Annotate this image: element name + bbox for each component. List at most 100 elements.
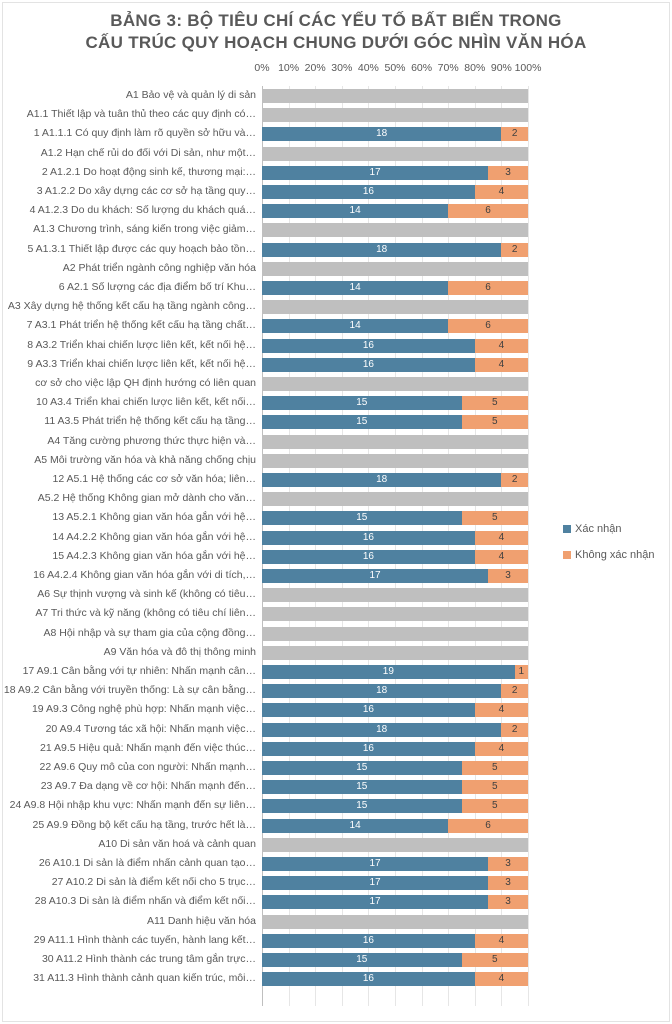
x-tick-label: 50% (384, 62, 406, 74)
category-label: 15 A4.2.3 Không gian văn hóa gắn với hệ… (52, 549, 256, 562)
bar-not-confirmed: 3 (488, 569, 528, 583)
data-label: 18 (376, 685, 388, 697)
category-label: A11 Danh hiệu văn hóa (147, 914, 256, 927)
criterion-row: 25 A9.9 Đồng bộ kết cấu hạ tầng, trước h… (0, 816, 672, 835)
data-label: 4 (498, 934, 505, 946)
data-label: 2 (511, 128, 518, 140)
data-label: 5 (491, 800, 498, 812)
bar-not-confirmed: 4 (474, 933, 528, 948)
criterion-row: 12 A5.1 Hệ thống các cơ sở văn hóa; liên… (0, 470, 672, 489)
bar-confirmed: 18 (262, 722, 502, 737)
data-label: 15 (356, 762, 368, 773)
category-label: 18 A9.2 Cân bằng với truyền thống: Là sự… (3, 684, 256, 697)
data-label: 16 (362, 934, 374, 946)
data-label: 6 (485, 282, 491, 293)
bar-not-confirmed: 2 (501, 242, 528, 257)
criterion-row: 27 A10.2 Di sản là điểm kết nối cho 5 tr… (0, 873, 672, 892)
x-tick-label: 90% (490, 62, 512, 74)
criterion-row: 5 A1.3.1 Thiết lập được các quy hoạch bả… (0, 240, 672, 259)
data-label: 18 (376, 474, 388, 485)
category-label: A5.2 Hệ thống Không gian mở dành cho văn… (37, 492, 256, 505)
bar-not-confirmed: 1 (514, 665, 528, 679)
category-label: 14 A4.2.2 Không gian văn hóa gắn với hệ… (52, 530, 256, 543)
bar-confirmed: 15 (262, 953, 462, 967)
data-label: 17 (369, 896, 381, 908)
data-label: 2 (511, 685, 518, 697)
data-label: 15 (356, 800, 368, 812)
x-tick-label: 100% (514, 62, 542, 74)
category-label: 22 A9.6 Quy mô của con người: Nhấn mạnh… (39, 761, 256, 773)
data-label: 4 (498, 186, 505, 197)
category-label: 24 A9.8 Hội nhập khu vực: Nhấn mạnh đến … (9, 799, 256, 812)
bar-not-confirmed: 4 (474, 530, 528, 545)
category-header-row: A3 Xây dựng hệ thống kết cấu hạ tầng ngà… (0, 297, 672, 316)
criterion-row: 30 A11.2 Hình thành các trung tâm gắn tr… (0, 950, 672, 969)
bar-confirmed: 16 (262, 338, 475, 353)
category-label: 16 A4.2.4 Không gian văn hóa gắn với di … (33, 569, 256, 581)
gridline (341, 86, 343, 1006)
criterion-row: 10 A3.4 Triển khai chiến lược liên kết, … (0, 393, 672, 412)
criterion-row: 20 A9.4 Tương tác xã hội: Nhấn mạnh việc… (0, 720, 672, 739)
bar-not-confirmed: 2 (501, 722, 528, 737)
data-label: 1 (518, 666, 525, 677)
category-label: A7 Tri thức và kỹ năng (không có tiêu ch… (35, 607, 256, 620)
category-header-row: A5 Môi trường văn hóa và khả năng chống … (0, 451, 672, 470)
x-tick-label: 20% (304, 62, 326, 74)
data-label: 17 (369, 877, 381, 889)
criterion-row: 6 A2.1 Số lượng các địa điểm bố trí Khu…… (0, 278, 672, 297)
data-label: 16 (362, 550, 374, 562)
bar-confirmed: 15 (262, 511, 462, 526)
category-label: cơ sở cho việc lập QH định hướng có liên… (35, 377, 256, 389)
category-header-row: A1.3 Chương trình, sáng kiến trong việc … (0, 220, 672, 239)
data-label: 14 (349, 320, 361, 332)
category-label: 31 A11.3 Hình thành cảnh quan kiến trúc,… (33, 972, 256, 985)
data-label: 6 (485, 205, 491, 217)
criterion-row: 17 A9.1 Cân bằng với tự nhiên: Nhấn mạnh… (0, 662, 672, 681)
bar-confirmed: 17 (262, 857, 489, 871)
bar-not-confirmed: 4 (474, 357, 528, 372)
data-label: 19 (382, 666, 394, 677)
data-label: 16 (362, 531, 374, 543)
header-bar (262, 626, 528, 641)
header-bar (262, 146, 528, 161)
header-bar (262, 108, 528, 123)
bar-confirmed: 16 (262, 933, 475, 948)
bar-confirmed: 15 (262, 761, 462, 775)
category-header-row: A10 Di sản văn hoá và cảnh quan (0, 835, 672, 854)
gridline (421, 86, 423, 1006)
bar-confirmed: 15 (262, 780, 462, 795)
data-label: 16 (362, 358, 374, 370)
criterion-row: 14 A4.2.2 Không gian văn hóa gắn với hệ…… (0, 528, 672, 547)
bar-confirmed: 16 (262, 357, 475, 372)
criterion-row: 22 A9.6 Quy mô của con người: Nhấn mạnh…… (0, 758, 672, 777)
bar-not-confirmed: 4 (474, 741, 528, 756)
category-label: A4 Tăng cường phương thức thực hiện và… (47, 434, 256, 447)
criterion-row: 31 A11.3 Hình thành cảnh quan kiến trúc,… (0, 969, 672, 988)
bar-not-confirmed: 6 (448, 281, 528, 295)
x-tick-label: 0% (254, 62, 270, 74)
category-label: 29 A11.1 Hình thành các tuyến, hành lang… (33, 933, 256, 946)
plot-area (262, 86, 529, 1006)
criterion-row: 4 A1.2.3 Do du khách: Số lượng du khách … (0, 201, 672, 220)
category-label: A8 Hội nhập và sự tham gia của cộng đồng… (43, 626, 257, 639)
data-label: 5 (491, 781, 498, 793)
criterion-row: 29 A11.1 Hình thành các tuyến, hành lang… (0, 931, 672, 950)
legend-item-confirmed: Xác nhận (563, 516, 655, 542)
bar-not-confirmed: 3 (488, 876, 528, 891)
category-header-row: A11 Danh hiệu văn hóa (0, 912, 672, 931)
criterion-row: 16 A4.2.4 Không gian văn hóa gắn với di … (0, 566, 672, 585)
header-bar (262, 645, 528, 660)
data-label: 4 (498, 550, 505, 562)
bar-not-confirmed: 6 (448, 204, 528, 219)
bar-confirmed: 18 (262, 127, 502, 142)
bar-confirmed: 15 (262, 415, 462, 430)
header-bar (262, 453, 528, 468)
bar-not-confirmed: 4 (474, 338, 528, 353)
category-label: 11 A3.5 Phát triển hệ thống kết cấu hạ t… (44, 415, 256, 428)
data-label: 6 (485, 819, 491, 831)
category-header-row: A6 Sự thịnh vượng và sinh kế (không có t… (0, 585, 672, 604)
header-bar (262, 377, 528, 391)
bar-not-confirmed: 2 (501, 473, 528, 487)
gridline (474, 86, 476, 1006)
criterion-row: 1 A1.1.1 Có quy định làm rõ quyền sở hữu… (0, 124, 672, 143)
